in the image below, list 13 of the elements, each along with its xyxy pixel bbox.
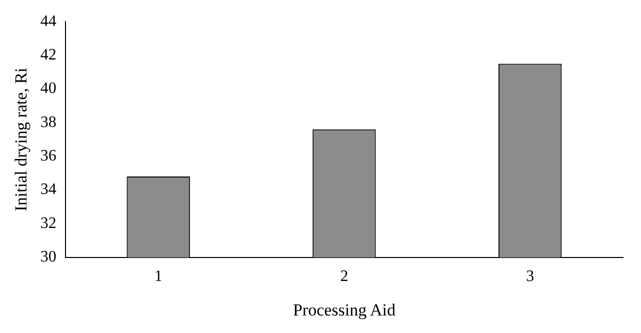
y-tick-label: 34	[40, 181, 56, 198]
x-tick-label: 1	[154, 268, 162, 286]
y-tick-label: 42	[40, 46, 56, 64]
y-axis-title: Initial drying rate, Ri	[12, 67, 31, 212]
y-tick-label: 36	[40, 148, 56, 165]
x-axis-title: Processing Aid	[292, 300, 396, 320]
x-tick-label: 2	[340, 268, 348, 286]
y-tick-label: 38	[40, 114, 56, 131]
y-tick-label: 32	[40, 214, 56, 232]
x-tick-label: 3	[526, 268, 534, 286]
y-tick-label: 44	[40, 12, 56, 30]
y-tick-label: 40	[40, 80, 56, 98]
y-tick-label: 30	[40, 248, 56, 266]
